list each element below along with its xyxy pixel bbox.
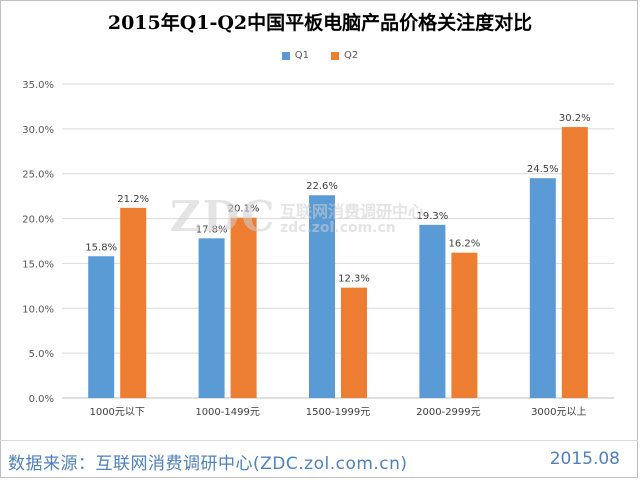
x-tick-label: 2000-2999元 (416, 407, 481, 418)
y-tick-label: 5.0% (29, 349, 54, 360)
legend-swatch-q1 (281, 51, 290, 60)
y-tick-label: 20.0% (22, 215, 54, 226)
data-label: 21.2% (117, 194, 149, 205)
data-label: 19.3% (417, 211, 449, 222)
bar-q2 (120, 207, 147, 398)
data-label: 12.3% (338, 274, 370, 285)
x-tick-label: 1000-1499元 (195, 407, 260, 418)
bar-q1 (88, 256, 115, 398)
bar-q1 (529, 178, 556, 398)
bar-q2 (451, 252, 478, 398)
y-tick-label: 25.0% (22, 170, 54, 181)
bar-q1 (198, 238, 225, 398)
y-tick-label: 30.0% (22, 125, 54, 136)
y-tick-label: 15.0% (22, 259, 54, 270)
footer-date: 2015.08 (549, 449, 620, 469)
legend-item-q1: Q1 (281, 50, 309, 61)
data-label: 30.2% (559, 113, 591, 124)
footer-source: 数据来源：互联网消费调研中心(ZDC.zol.com.cn) (8, 454, 408, 474)
data-label: 20.1% (228, 204, 260, 215)
data-label: 15.8% (85, 242, 117, 253)
chart-title: 2015年Q1-Q2中国平板电脑产品价格关注度对比 (107, 12, 533, 34)
legend-label-q1: Q1 (294, 50, 309, 61)
x-tick-label: 1500-1999元 (306, 407, 371, 418)
legend-swatch-q2 (331, 51, 339, 60)
data-label: 24.5% (527, 164, 559, 175)
x-tick-label: 1000元以下 (89, 407, 144, 418)
data-label: 22.6% (306, 181, 338, 192)
legend-item-q2: Q2 (331, 50, 358, 61)
bar-q1 (309, 195, 335, 398)
footer: 数据来源：互联网消费调研中心(ZDC.zol.com.cn) 2015.08 (0, 440, 638, 478)
y-tick-label: 10.0% (22, 304, 54, 315)
bar-q2 (561, 127, 588, 398)
bar-q1 (419, 224, 446, 398)
y-tick-label: 0.0% (29, 394, 54, 405)
legend-label-q2: Q2 (344, 50, 359, 61)
bar-q2 (341, 287, 367, 398)
bar-q2 (230, 217, 257, 398)
bar-chart: 0.0% 5.0% 10.0% 15.0% 20.0% 25.0% 30.0% 35.0% 10… (22, 80, 614, 418)
x-tick-label: 3000元以上 (531, 406, 586, 418)
y-tick-label: 35.0% (22, 80, 54, 91)
data-label: 16.2% (449, 239, 481, 250)
legend: Q1 Q2 (0, 50, 640, 61)
data-label: 17.8% (196, 224, 228, 235)
